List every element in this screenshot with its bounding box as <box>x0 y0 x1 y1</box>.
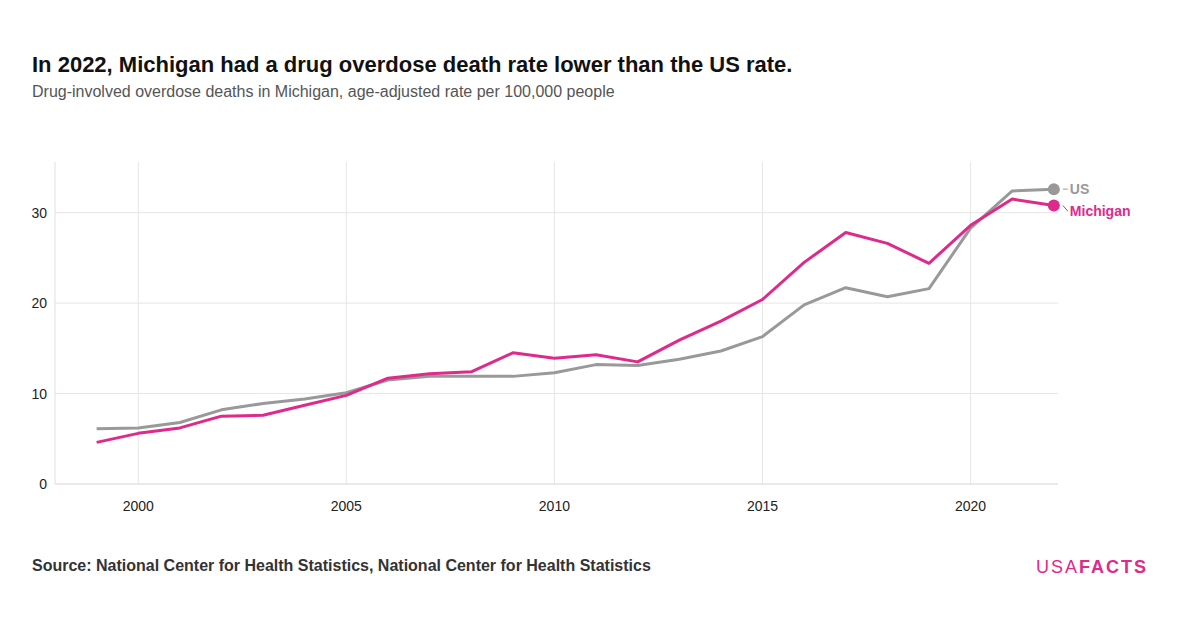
marks <box>97 183 1060 442</box>
x-grid-line <box>970 162 971 484</box>
chart: In 2022, Michigan had a drug overdose de… <box>0 0 1200 628</box>
end-dot <box>1048 183 1060 195</box>
label-connector <box>1063 205 1068 211</box>
grid <box>55 162 1058 484</box>
y-grid-line <box>55 484 1058 485</box>
x-grid-line <box>762 162 763 484</box>
label-connector <box>1063 189 1068 190</box>
x-tick-label: 2020 <box>955 498 986 514</box>
series-line <box>97 189 1054 429</box>
end-dot <box>1048 199 1060 211</box>
title: In 2022, Michigan had a drug overdose de… <box>32 52 792 77</box>
x-tick-label: 2015 <box>747 498 778 514</box>
x-tick-label: 2005 <box>331 498 362 514</box>
x-grid-line <box>346 162 347 484</box>
y-grid-line <box>55 303 1058 304</box>
y-axis-line <box>55 162 56 484</box>
series-label: Michigan <box>1070 203 1131 219</box>
x-tick-label: 2000 <box>123 498 154 514</box>
logo-part: FACTS <box>1079 557 1148 577</box>
x-grid-line <box>138 162 139 484</box>
y-grid-line <box>55 393 1058 394</box>
logo: USAFACTS <box>1036 557 1148 577</box>
x-grid-line <box>554 162 555 484</box>
series-label: US <box>1070 181 1089 197</box>
y-grid-line <box>55 212 1058 213</box>
x-axis-line <box>55 484 1058 485</box>
y-tick-label: 30 <box>31 205 47 221</box>
x-tick-label: 2010 <box>539 498 570 514</box>
series-line <box>97 199 1054 442</box>
source: Source: National Center for Health Stati… <box>32 557 651 574</box>
logo-part: USA <box>1036 557 1079 577</box>
y-tick-label: 10 <box>31 386 47 402</box>
subtitle: Drug-involved overdose deaths in Michiga… <box>32 83 615 100</box>
y-tick-label: 0 <box>39 476 47 492</box>
y-tick-label: 20 <box>31 295 47 311</box>
